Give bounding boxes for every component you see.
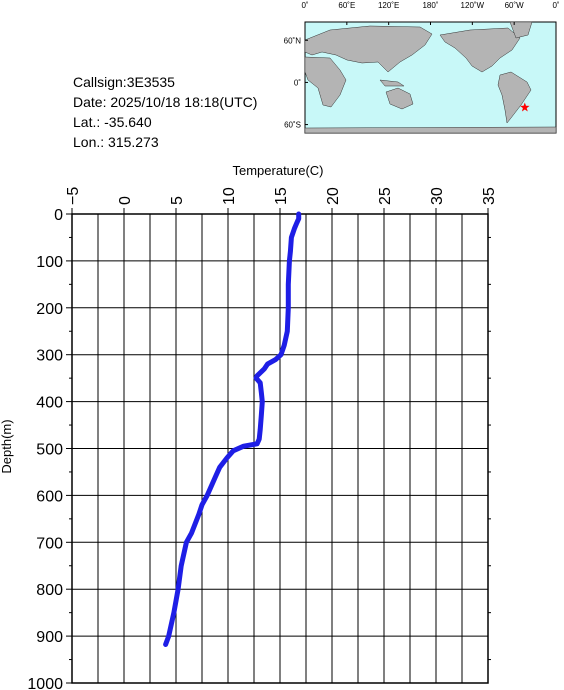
map-x-tick-label: 180˚ (422, 1, 438, 10)
map-x-tick-label: 60˚E (338, 1, 355, 10)
map-y-tick-label: 0˚ (294, 78, 301, 87)
map-x-tick-label: 0˚ (301, 1, 308, 10)
y-tick-label: 800 (36, 582, 63, 599)
info-line: Lon.: 315.273 (73, 134, 159, 150)
map-x-tick-label: 120˚W (461, 1, 485, 10)
x-tick-label: 25 (377, 187, 394, 205)
plot-frame (71, 213, 489, 684)
x-axis-label: Temperature(C) (232, 163, 323, 178)
x-tick-label: 10 (221, 187, 238, 205)
y-tick-label: 600 (36, 488, 63, 505)
x-tick-label: 35 (481, 187, 498, 205)
map-x-tick-label: 120˚E (378, 1, 399, 10)
y-tick-label: 1000 (27, 676, 63, 690)
info-line: Callsign:3E3535 (73, 74, 175, 90)
x-tick-label: 15 (273, 187, 290, 205)
map-y-tick-label: 60˚S (284, 121, 301, 130)
y-axis-label: Depth(m) (0, 419, 14, 473)
map-y-tick-label: 60˚N (284, 36, 302, 45)
y-tick-label: 700 (36, 535, 63, 552)
map-marker (520, 102, 530, 112)
x-tick-label: 0 (117, 196, 134, 205)
map: 0˚ 60˚E 120˚E 180˚ 120˚W 60˚W 0˚ 60˚N 0˚ 60˚S (284, 1, 560, 134)
y-tick-label: 200 (36, 301, 63, 318)
y-tick-label: 900 (36, 629, 63, 646)
y-tick-label: 500 (36, 442, 63, 459)
x-tick-label: −5 (65, 187, 82, 205)
map-land (304, 21, 557, 134)
info-block: Callsign:3E3535 Date: 2025/10/18 18:18(UT… (73, 74, 257, 150)
y-tick-label: 300 (36, 348, 63, 365)
profile-line (163, 211, 302, 647)
info-line: Date: 2025/10/18 18:18(UTC) (73, 94, 257, 110)
y-tick-label: 100 (36, 254, 63, 271)
map-x-tick-label: 60˚W (505, 1, 525, 10)
plot: −5 0 5 10 15 20 25 30 35010020030040050060070080… (0, 163, 498, 690)
x-tick-label: 20 (325, 187, 342, 205)
x-tick-label: 30 (429, 187, 446, 205)
info-line: Lat.: -35.640 (73, 114, 152, 130)
x-tick-label: 5 (169, 196, 186, 205)
y-tick-label: 0 (54, 207, 63, 224)
map-x-tick-label: 0˚ (552, 1, 559, 10)
y-tick-label: 400 (36, 395, 63, 412)
